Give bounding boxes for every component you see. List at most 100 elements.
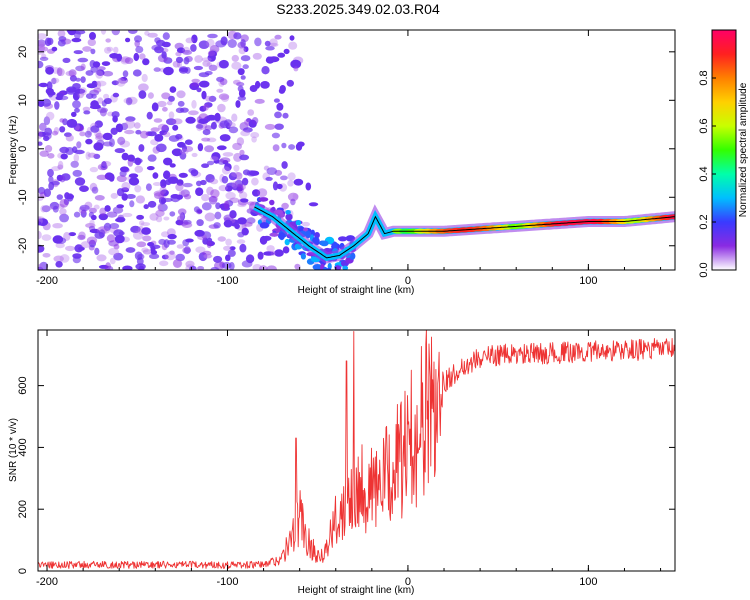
noise-blob [101,160,112,167]
noise-blob [254,37,262,47]
colorbar-tick-label: 0.4 [698,166,710,181]
noise-blob [198,118,209,124]
noise-blob [220,36,228,46]
colorbar-tick-label: 0.6 [698,118,710,133]
noise-blob [105,262,111,270]
noise-blob [59,254,70,263]
noise-blob [115,217,125,223]
noise-blob [173,259,182,268]
noise-blob [48,176,54,184]
signal-blob [320,240,329,247]
noise-blob [210,189,220,198]
noise-blob [252,52,262,60]
noise-blob [228,126,239,134]
figure-title: S233.2025.349.02.03.R04 [276,1,440,17]
noise-blob [38,131,46,137]
noise-blob [175,253,185,262]
noise-blob [103,222,112,231]
noise-blob [254,98,265,104]
noise-blob [185,37,194,44]
noise-blob [72,91,80,101]
noise-blob [206,160,215,166]
noise-blob [282,112,289,119]
noise-blob [170,194,181,203]
noise-blob [272,181,279,191]
noise-blob [191,99,197,109]
noise-blob [213,222,221,229]
noise-blob [64,192,70,200]
noise-blob [155,209,165,217]
noise-blob [109,223,120,230]
noise-blob [294,263,301,270]
noise-blob [206,137,217,143]
noise-blob [82,106,91,112]
noise-blob [216,145,227,151]
noise-blob [152,182,162,186]
noise-blob [142,235,152,242]
noise-blob [195,246,206,253]
noise-blob [65,134,74,142]
noise-blob [111,80,119,86]
noise-blob [114,234,125,244]
noise-blob [73,50,84,55]
noise-blob [233,32,242,40]
noise-blob [125,116,136,122]
noise-blob [39,150,49,157]
noise-blob [237,68,245,76]
noise-blob [41,205,51,213]
noise-blob [89,166,99,173]
noise-blob [163,66,174,76]
noise-blob [97,107,108,113]
noise-blob [120,166,129,173]
noise-blob [202,250,212,256]
signal-blob [332,241,338,250]
noise-blob [252,189,261,197]
noise-blob [225,238,232,246]
noise-blob [38,266,44,270]
noise-blob [183,57,190,65]
noise-blob [89,89,100,96]
noise-blob [241,260,253,268]
noise-blob [125,37,131,43]
noise-blob [147,131,157,137]
noise-blob [110,192,119,199]
noise-blob [118,77,129,84]
noise-blob [190,82,201,87]
noise-blob [55,261,63,268]
signal-blob [269,232,279,237]
noise-blob [163,170,171,180]
noise-blob [218,185,228,192]
noise-blob [46,81,53,91]
noise-blob [220,94,230,103]
signal-blob [269,199,275,206]
noise-blob [168,95,175,102]
noise-blob [89,32,96,40]
noise-blob [214,211,222,220]
noise-blob [104,205,111,212]
noise-blob [180,148,189,155]
noise-blob [149,213,159,221]
noise-blob [197,266,205,270]
noise-blob [238,89,246,98]
colorbar-tick-label: 0.2 [698,214,710,229]
noise-blob [178,212,184,222]
noise-blob [52,223,63,229]
noise-blob [101,61,111,66]
noise-blob [91,186,99,194]
noise-blob [251,177,259,186]
noise-blob [207,50,216,57]
noise-blob [242,64,249,70]
noise-blob [89,219,95,227]
noise-blob [96,80,107,87]
noise-blob [88,225,96,231]
noise-blob [281,202,289,210]
noise-blob [166,100,173,106]
noise-blob [40,205,47,213]
noise-blob [79,185,89,192]
noise-blob [96,139,105,147]
noise-blob [176,90,186,99]
noise-blob [96,174,108,180]
noise-blob [161,92,171,100]
signal-blob [338,236,348,242]
noise-blob [142,249,153,255]
